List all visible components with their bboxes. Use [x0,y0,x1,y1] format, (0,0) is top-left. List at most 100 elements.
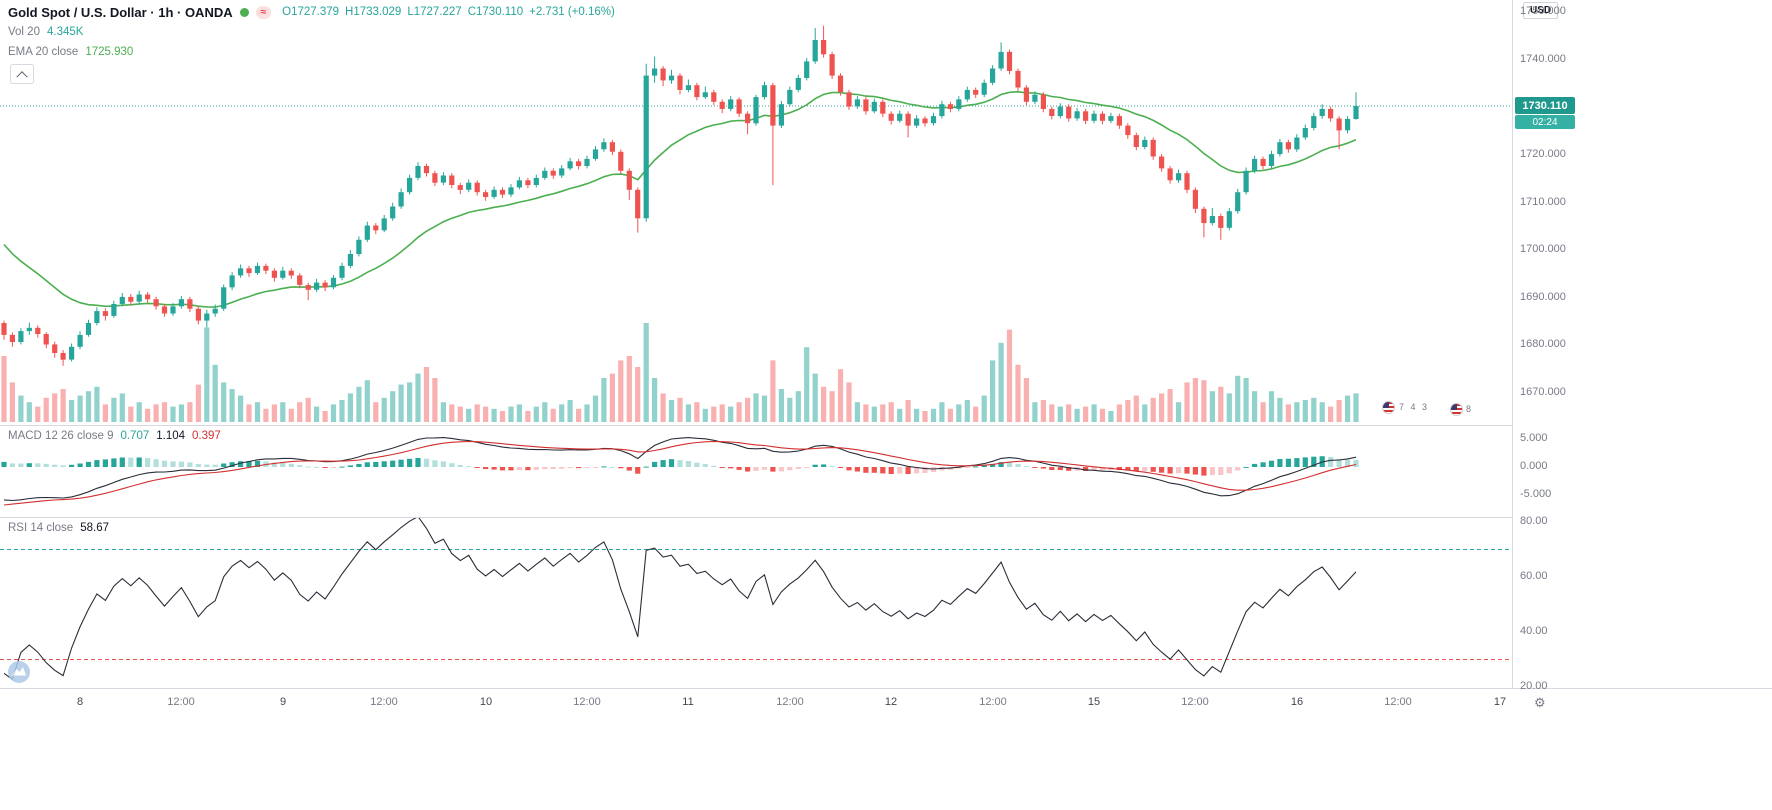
volume-bar [314,406,320,422]
macd-histogram-bar [102,459,108,467]
time-axis[interactable]: 8 12:00 9 12:00 10 12:00 11 12:00 12 12:00 15 12:00… [0,689,1772,717]
candle-body [85,323,92,335]
delayed-data-icon[interactable]: ≈ [255,5,272,19]
macd-histogram-bar [981,465,987,467]
candle-body [288,270,294,276]
candle-body [1015,70,1021,88]
candle-body [702,92,708,98]
macd-histogram-bar [1285,458,1291,467]
rsi-pane[interactable] [0,518,1512,688]
macd-histogram-bar [728,467,734,469]
candle-body [1294,137,1300,150]
us-flag-event-icon[interactable] [1450,403,1463,416]
candle-body [280,270,286,278]
macd-signal-line[interactable] [3,440,1357,506]
time-axis-tick: 12:00 [1181,696,1209,708]
rsi-line[interactable] [3,518,1357,681]
volume-bar [178,404,184,422]
price-axis-tick: 1690.000 [1520,291,1566,303]
volume-bar [297,402,303,422]
volume-bar [170,406,176,422]
volume-bar [280,402,286,422]
macd-histogram-bar [457,465,463,467]
candle-body [170,306,176,314]
macd-histogram-bar [787,467,793,471]
candle-body [1252,158,1258,171]
candle-body [195,308,201,321]
macd-pane[interactable] [0,426,1512,517]
legend-collapse-button[interactable] [10,64,34,84]
price-axis[interactable]: USD 1730.110 02:24 1750.000 1740.000 1720.… [1512,0,1772,692]
volume-bar [1133,395,1139,422]
volume-bar [745,397,751,422]
time-axis-tick: 8 [76,696,84,708]
macd-histogram-bar [238,461,244,467]
volume-bar [685,404,691,422]
candle-body [1006,51,1013,71]
market-status-icon[interactable] [239,7,249,17]
volume-bar [119,393,125,422]
macd-histogram-bar [212,464,218,467]
macd-histogram-bar [609,466,615,468]
chart-settings-gear-icon[interactable]: ⚙ [1534,695,1546,710]
candle-body [229,275,235,288]
candle-body [221,287,227,309]
rsi-legend-row[interactable]: RSI 14 close 58.67 [8,522,109,534]
volume-bar [542,402,548,422]
macd-histogram-bar [187,462,193,467]
macd-histogram-bar [592,467,599,468]
macd-histogram-bar [69,464,75,467]
macd-histogram-bar [305,466,311,468]
volume-bar [1235,375,1241,422]
candle-body [905,113,911,126]
macd-histogram-bar [297,465,303,467]
macd-histogram-bar [576,467,582,469]
candle-body [626,170,632,190]
candle-body [804,61,810,78]
volume-bar [559,404,565,422]
volume-bar [1083,406,1089,422]
flag-canton [1383,402,1389,408]
volume-bar [516,404,522,422]
ema-line[interactable] [3,90,1357,308]
candle-body [69,346,75,360]
candle-body [1176,173,1182,181]
macd-histogram-bar [43,463,49,467]
macd-histogram-bar [415,458,421,467]
volume-bar [356,386,362,422]
volume-bar [1116,404,1122,422]
candle-body [677,75,683,90]
macd-line-value: 1.104 [156,430,186,442]
currency-unit-button[interactable]: USD [1523,2,1559,19]
macd-line[interactable] [3,437,1357,502]
macd-histogram-bar [119,457,125,467]
macd-histogram-bar [1311,456,1317,467]
volume-bar [787,397,793,422]
macd-histogram-bar [1184,467,1190,474]
time-axis-tick: 11 [682,696,694,708]
macd-histogram-bar [652,461,658,467]
us-flag-event-icon[interactable] [1382,401,1395,414]
volume-bar [508,406,514,422]
symbol-title[interactable]: Gold Spot / U.S. Dollar · 1h · OANDA [8,4,233,20]
pane-separator[interactable] [0,517,1772,518]
macd-histogram-bar [1066,467,1072,471]
macd-legend-row[interactable]: MACD 12 26 close 9 0.707 1.104 0.397 [8,430,221,442]
macd-histogram-bar [381,461,387,467]
candle-body [812,40,818,62]
candle-body [1260,158,1266,166]
macd-histogram-bar [990,463,996,467]
candle-body [609,142,615,152]
ema-legend-row[interactable]: EMA 20 close 1725.930 [8,42,615,62]
pane-separator[interactable] [0,425,1772,426]
volume-legend-row[interactable]: Vol 20 4.345K [8,22,615,42]
macd-histogram-bar [618,467,624,469]
candle-body [787,89,793,105]
candle-body [1235,192,1241,212]
candle-body [1268,154,1275,166]
candle-body [440,175,446,183]
candle-body [271,270,277,278]
price-pane[interactable] [0,0,1512,425]
macd-histogram-bar [440,461,446,467]
candle-body [314,282,320,290]
